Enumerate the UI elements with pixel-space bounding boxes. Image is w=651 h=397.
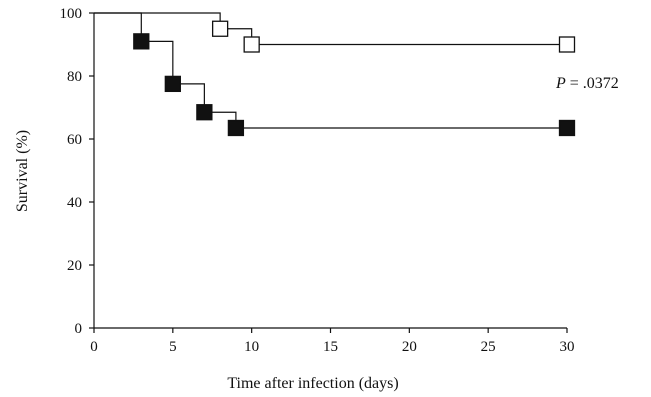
p-value-text: = .0372 [566,75,619,92]
series-1 [94,12,576,53]
p-value-annotation: P = .0372 [555,75,619,92]
y-tick-label: 40 [67,195,82,211]
series-2 [94,12,576,137]
filled-square-marker [196,104,213,121]
y-tick-label: 80 [67,69,82,85]
filled-square-marker [133,33,150,50]
axes: 0 20 40 60 80 100 0 5 10 15 20 25 30 [60,6,575,355]
filled-square-marker [227,119,245,137]
open-square-marker [211,20,229,37]
open-square-marker [243,36,260,53]
x-tick-label: 0 [90,339,98,355]
open-square-marker [558,36,576,53]
p-value-symbol: P [555,75,566,92]
filled-square-marker [164,75,181,93]
x-tick-label: 20 [402,339,417,355]
x-tick-label: 30 [560,339,575,355]
y-tick-label: 0 [75,321,83,337]
filled-square-marker [558,119,576,137]
y-axis-label: Survival (%) [14,130,31,212]
series-layer [94,12,576,137]
y-tick-label: 60 [67,132,82,148]
x-axis-label: Time after infection (days) [227,375,398,392]
survival-step-line [94,12,567,46]
x-tick-label: 25 [481,339,496,355]
x-tick-label: 15 [323,339,338,355]
x-tick-label: 10 [244,339,259,355]
x-tick-label: 5 [169,339,177,355]
y-tick-label: 20 [67,258,82,274]
y-tick-label: 100 [60,6,83,22]
survival-step-line [94,12,567,129]
